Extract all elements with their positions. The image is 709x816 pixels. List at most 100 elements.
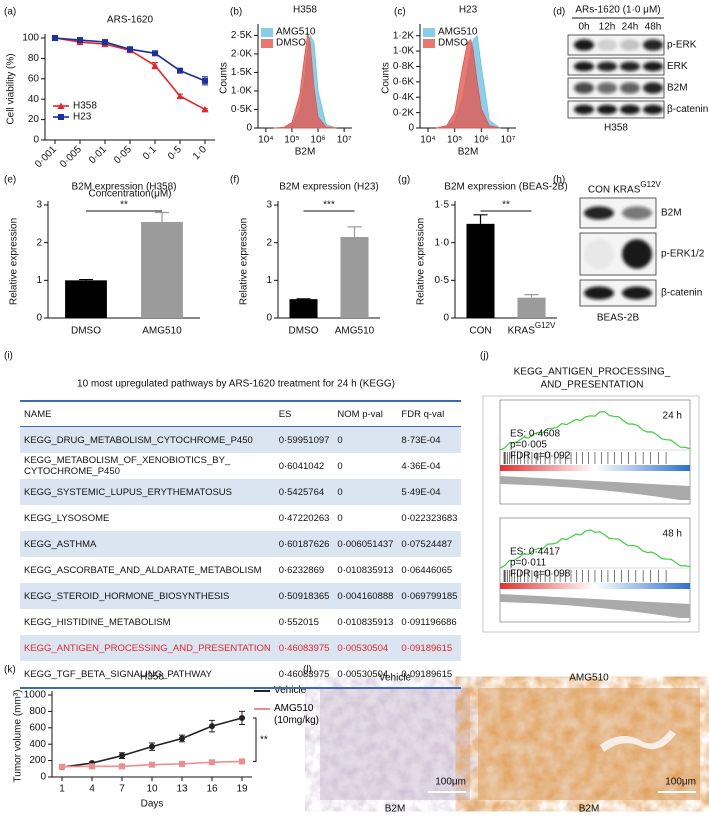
y-axis-label: Relative expression [416,218,427,305]
ihc-texture [320,688,470,800]
y-tick-label: 0·5K [231,104,252,115]
table-cell: 0·46083975 [278,668,330,680]
point [52,35,58,41]
gsea-rank-bar [500,583,690,589]
legend-label: Vehicle [274,685,307,696]
gsea-curve [499,529,691,569]
y-tick-label: 0 [40,772,46,783]
table-row: KEGG_HISTIDINE_METABOLISM 0·552015 0·01083… [20,609,461,635]
point [151,62,159,69]
legend-label: AMG510 [276,27,316,38]
table-cell: 0·552015 [278,616,319,628]
gsea-rank-bar [500,465,690,471]
bar [466,223,495,318]
chart-title: H23 [459,5,478,16]
x-tick-label: 10⁶ [474,135,489,146]
y-tick-label: 0 [246,123,252,134]
legend-label: H23 [73,112,92,123]
table-cell: 0·006051437 [333,531,398,557]
significance-label: *** [323,200,335,211]
table-header-cell: ES [274,401,334,427]
blot-row-label: B2M [661,208,682,219]
gsea-stat: ES: 0·4608 [510,429,560,440]
x-tick-label: 10⁷ [501,135,516,146]
point [119,752,125,759]
point [176,92,184,100]
table-header-row: NAME ES NOM p-val FDR q-val [20,401,462,427]
blot-row-label: p-ERK1/2 [661,249,705,260]
error-bar [347,226,362,238]
table-cell: KEGG_DRUG_METABOLISM_CYTOCHROME_P450 [20,426,275,453]
x-tick-label: 1·0 [191,144,209,162]
x-tick-label: 10⁴ [420,135,435,146]
legend: Vehicle AMG510 (10mg/kg) [254,685,349,727]
y-tick-label: 0 [443,313,449,324]
significance-label: ** [120,200,128,211]
gsea-stat: FDR q=0·092 [510,451,571,462]
table-cell: KEGG_TGF_BETA_SIGNALING_PATHWAY [24,668,212,680]
y-axis-label: Relative expression [9,218,20,305]
blot-band [597,104,617,115]
blot-lane-label: 24h [622,22,639,33]
blot-band [584,206,614,220]
blot-lane-superscript: G12V [640,180,661,189]
error-bar [524,294,539,298]
legend-swatch [254,690,270,692]
x-tick-label: DMSO [289,326,319,337]
y-tick-label: 1·5 [435,200,450,211]
blot-band [643,39,663,51]
panel-label: (f) [230,175,239,186]
table-cell: 0 [337,460,343,472]
table-header-cell: NAME [20,401,275,427]
panel-label: (d) [553,7,565,18]
blot-lane-label: 0h [578,22,589,33]
table-cell: 0·07524487 [397,531,462,557]
x-axis-label: B2M [295,147,316,158]
point [119,763,125,770]
legend-label: AMG510 [438,27,478,38]
x-tick-label: 10⁵ [447,135,462,146]
legend-item: Vehicle [254,685,349,697]
blot-band [597,39,617,51]
x-axis-label: B2M [458,147,479,158]
point [239,758,245,765]
point [209,759,215,766]
point [152,50,158,57]
legend-swatch [261,28,273,37]
panel-label: (c) [394,7,406,18]
ihc-caption: B2M [579,804,600,815]
x-tick-superscript: G12V [535,321,556,330]
y-tick-label: 0·2K [393,107,414,118]
panel-label: (j) [480,351,489,362]
histogram-area [273,33,337,129]
gsea-title: AND_PRESENTATION [541,380,644,391]
point [239,714,245,721]
table-row: KEGG_TGF_BETA_SIGNALING_PATHWAY 0·4608397… [20,661,461,688]
x-tick-label: 0·1 [141,144,159,162]
table-row: KEGG_METABOLISM_OF_XENOBIOTICS_BY_ CYTOC… [20,453,461,479]
y-tick-label: 1·0K [393,46,414,57]
gsea-frame [482,395,700,633]
blot-band [620,61,640,72]
gsea-rank-area [500,594,690,618]
legend-label: H358 [73,101,97,112]
y-tick-label: 200 [29,755,46,766]
table-cell: KEGG_ASTHMA [20,531,275,557]
x-tick-label: 16 [206,784,218,795]
x-axis-label: Days [141,799,164,810]
table-cell: 0·069799185 [397,583,462,609]
panel-label: (g) [398,175,410,186]
blot-band [574,82,594,94]
y-tick-label: 0·6K [393,76,414,87]
panel-label: (h) [553,175,565,186]
legend-swatch [261,39,273,48]
histogram-area [435,38,501,129]
x-tick-label: KRASG12V [508,321,556,337]
table-cell: 0·6041042 [278,460,325,472]
legend-item: AMG510 (10mg/kg) [254,703,349,727]
blot-treatment: ARs-1620 (1·0 μM) [575,5,660,16]
table-cell: 0·09189615 [401,668,453,680]
table-cell: 0·022323683 [401,512,458,524]
table-cell: 0·004160888 [333,583,398,609]
